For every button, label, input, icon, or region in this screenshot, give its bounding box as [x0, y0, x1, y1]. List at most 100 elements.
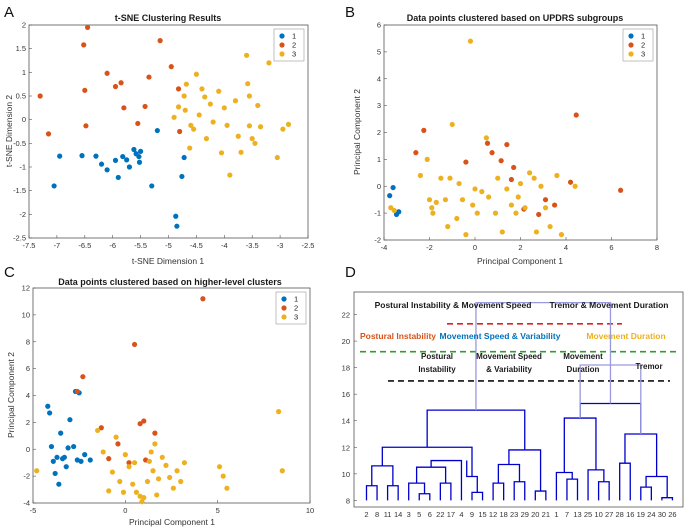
panel-c-point-cluster-3: [126, 464, 132, 470]
panel-a-point-cluster-3: [187, 145, 193, 151]
panel-b-xtick-label: 6: [609, 243, 613, 252]
panel-a-point-cluster-3: [232, 98, 239, 104]
panel-b-ytick-label: 2: [377, 128, 381, 137]
panel-a-point-cluster-1: [174, 223, 180, 229]
panel-d-leaf-label: 30: [658, 510, 666, 519]
dendro-label-and-variability: & Variability: [486, 365, 532, 374]
panel-a-title: t-SNE Clustering Results: [115, 13, 222, 23]
panel-c-point-cluster-3: [150, 468, 156, 474]
panel-d-dendrogram-link: [408, 482, 426, 501]
dendro-label-duration: Duration: [567, 365, 600, 374]
panel-a-point-cluster-2: [168, 64, 174, 70]
panel-a-xtick-label: -3: [277, 241, 284, 250]
panel-b-point-cluster-2: [421, 127, 427, 133]
panel-d-leaf-label: 14: [394, 510, 402, 519]
panel-b-point-cluster-3: [438, 175, 444, 181]
panel-c-point-cluster-3: [170, 485, 176, 491]
dendro-label-pi-ms: Postural Instability & Movement Speed: [375, 300, 532, 310]
panel-d-leaf-label: 9: [470, 510, 474, 519]
panel-a-ytick-label: 0: [22, 115, 26, 124]
panel-a-point-cluster-3: [224, 122, 230, 128]
panel-c-point-cluster-3: [178, 478, 184, 485]
panel-d-dendrogram-link: [492, 482, 505, 501]
panel-b-ytick-label: -1: [374, 209, 381, 218]
panel-b-point-cluster-3: [459, 197, 466, 203]
panel-a-plot-area: [28, 24, 309, 239]
panel-b-point-cluster-3: [572, 183, 578, 189]
panel-a-legend-label-3: 3: [292, 50, 296, 59]
panel-a-ylabel: t-SNE Dimension 2: [4, 95, 14, 168]
panel-a-point-cluster-1: [57, 153, 63, 159]
panel-a-xtick-label: -2.5: [302, 241, 315, 250]
panel-a-point-cluster-2: [177, 128, 183, 135]
panel-c-xlabel: Principal Component 1: [129, 517, 215, 527]
panel-b-ytick-label: 6: [377, 21, 381, 30]
panel-a-point-cluster-3: [238, 149, 244, 155]
panel-d-dendrogram-link: [597, 481, 610, 501]
panel-a-point-cluster-2: [157, 38, 163, 44]
panel-d-leaf-label: 16: [626, 510, 634, 519]
panel-d-dendrogram-link: [365, 485, 378, 501]
panel-c-point-cluster-1: [47, 410, 53, 416]
panel-c-point-cluster-3: [279, 468, 285, 474]
panel-c-point-cluster-3: [131, 460, 138, 466]
panel-a-point-cluster-3: [207, 101, 213, 107]
panel-b-point-cluster-3: [527, 170, 533, 176]
panel-d-leaf-label: 26: [668, 510, 676, 519]
panel-a-point-cluster-1: [181, 154, 187, 161]
panel-a-point-cluster-2: [135, 120, 141, 127]
panel-c-point-cluster-2: [98, 425, 104, 431]
panel-a-point-cluster-1: [173, 213, 179, 219]
panel-b-ytick-label: 0: [377, 182, 381, 191]
panel-c-legend-label-2: 2: [294, 304, 298, 313]
panel-a-point-cluster-3: [285, 121, 292, 127]
panel-a-point-cluster-3: [182, 107, 188, 113]
panel-b-point-cluster-1: [387, 193, 393, 199]
panel-b-point-cluster-3: [517, 180, 524, 187]
panel-c-ytick-label: 0: [26, 445, 30, 454]
panel-c-point-cluster-3: [174, 468, 180, 474]
panel-a-point-cluster-3: [245, 81, 251, 87]
panel-d-dendrogram-link: [587, 469, 605, 501]
panel-a-point-cluster-3: [183, 81, 189, 87]
panel-d-leaf-label: 10: [594, 510, 602, 519]
panel-c-point-cluster-3: [113, 434, 119, 440]
panel-a-legend-label-2: 2: [292, 41, 296, 50]
panel-d-dendrogram-link: [415, 466, 447, 484]
panel-c-point-cluster-1: [78, 458, 84, 464]
panel-a-point-cluster-3: [244, 52, 250, 58]
panel-a-point-cluster-1: [136, 159, 143, 165]
panel-c-ytick-label: -4: [23, 499, 30, 508]
panel-b-ytick-label: 5: [377, 47, 381, 56]
panel-a-ytick-label: 2: [22, 21, 26, 30]
panel-c-point-cluster-3: [106, 488, 112, 494]
panel-d-dendrogram-link: [513, 481, 526, 501]
panel-a-legend-marker-3: [279, 51, 285, 57]
panel-b-point-cluster-3: [449, 121, 455, 128]
panel-a-point-cluster-2: [37, 93, 43, 99]
panel-c-point-cluster-3: [34, 468, 40, 474]
panel-b-point-cluster-3: [454, 215, 460, 222]
dendro-label-movement-speed-variability-colored: Movement Speed & Variability: [440, 331, 561, 341]
panel-c-point-cluster-3: [117, 478, 123, 485]
panel-b-xtick-label: 0: [473, 243, 477, 252]
panel-a-point-cluster-1: [179, 173, 185, 180]
panel-c-legend-box: [275, 291, 307, 325]
panel-d-leaf-label: 5: [417, 510, 421, 519]
panel-a-point-cluster-1: [79, 153, 85, 159]
dendro-label-movement-duration-colored: Movement Duration: [586, 331, 665, 341]
panel-d-dendrogram-link: [471, 491, 484, 501]
panel-a-point-cluster-3: [257, 124, 264, 130]
panel-a-point-cluster-3: [202, 94, 208, 100]
panel-d-leaf-label: 2: [364, 510, 368, 519]
panel-b-point-cluster-2: [542, 197, 549, 203]
panel-a-xlabel: t-SNE Dimension 1: [132, 256, 205, 266]
panel-a-point-cluster-1: [149, 183, 155, 189]
panel-b-point-cluster-3: [554, 172, 560, 179]
panel-b-point-cluster-3: [483, 135, 489, 141]
panel-c-point-cluster-2: [141, 418, 147, 424]
panel-b-xtick-label: -4: [381, 243, 388, 252]
panel-a-legend-marker-2: [279, 42, 285, 48]
panel-b-point-cluster-1: [390, 184, 396, 191]
panel-a-ytick-label: 1: [22, 68, 26, 77]
